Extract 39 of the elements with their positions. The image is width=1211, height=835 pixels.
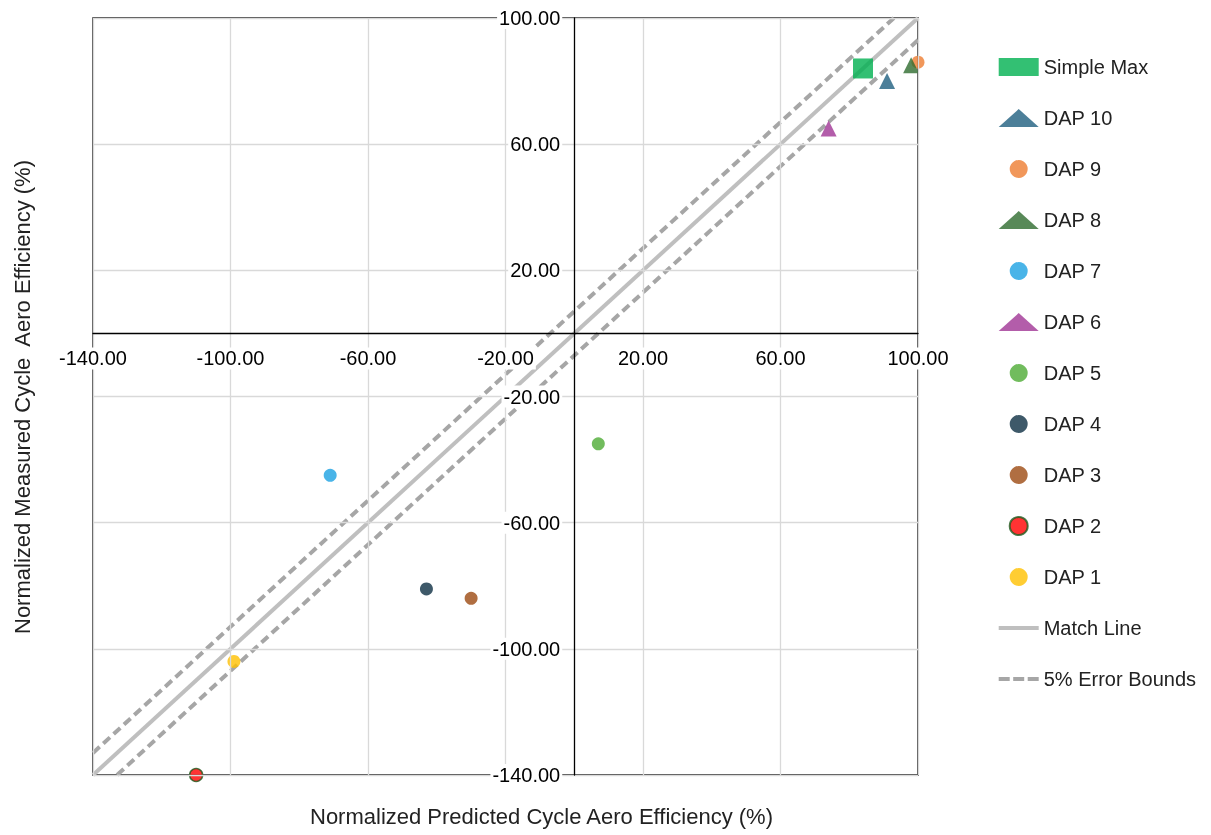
legend-label: DAP 6	[1043, 311, 1102, 333]
x-tick-label: -20.00	[477, 347, 534, 370]
x-tick-label: -140.00	[59, 347, 127, 370]
legend-label: DAP 7	[1043, 260, 1102, 282]
legend-label: 5% Error Bounds	[1043, 668, 1196, 690]
legend-label: DAP 1	[1043, 566, 1102, 588]
point	[188, 767, 204, 783]
point	[879, 73, 896, 90]
x-tick-label: -100.00	[196, 347, 265, 370]
point	[323, 468, 337, 482]
legend-label: DAP 3	[1043, 464, 1102, 486]
y-tick-label: -100.00	[492, 637, 561, 660]
x-tick-label: 20.00	[617, 347, 669, 370]
y-axis-title: Normalized Measured Cycle Aero Efficiency (%)	[9, 160, 35, 634]
y-tick-label: -20.00	[503, 385, 561, 408]
y-tick-label: 60.00	[510, 133, 561, 156]
x-axis-title: Normalized Predicted Cycle Aero Efficiency (%)	[310, 803, 773, 829]
y-tick-label: 20.00	[510, 259, 561, 282]
legend-label: DAP 2	[1043, 515, 1102, 537]
legend-label: DAP 5	[1043, 362, 1102, 384]
point	[820, 120, 837, 137]
legend-label: Simple Max	[1043, 56, 1149, 78]
x-tick-label: 100.00	[887, 347, 949, 370]
y-tick-label: 100.00	[499, 7, 561, 29]
legend-label: DAP 9	[1043, 158, 1102, 180]
x-tick-label: -60.00	[339, 347, 397, 370]
point	[591, 437, 605, 451]
point	[903, 57, 920, 74]
point	[853, 58, 873, 79]
point	[464, 591, 478, 605]
legend-label: DAP 10	[1043, 107, 1113, 129]
point	[227, 654, 241, 668]
legend-label: DAP 8	[1043, 209, 1102, 231]
x-tick-label: 60.00	[755, 347, 806, 370]
legend-label: DAP 4	[1043, 413, 1102, 435]
y-tick-label: -60.00	[503, 511, 561, 534]
legend-label: Match Line	[1043, 617, 1142, 639]
point	[419, 582, 433, 596]
y-tick-label: -140.00	[492, 764, 561, 786]
